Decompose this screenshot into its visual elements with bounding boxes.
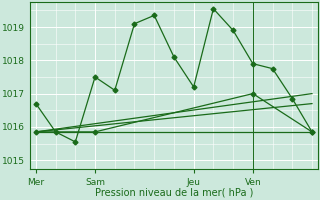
X-axis label: Pression niveau de la mer( hPa ): Pression niveau de la mer( hPa ): [95, 188, 253, 198]
